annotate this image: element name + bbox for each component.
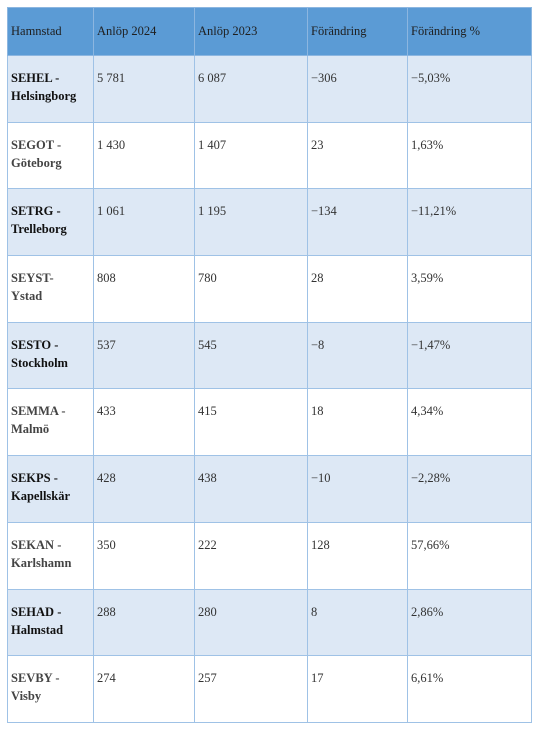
port-code: SESTO - (11, 337, 59, 352)
anlop-2024-cell: 1 430 (93, 121, 195, 190)
port-calls-table: Hamnstad Anlöp 2024 Anlöp 2023 Förändrin… (7, 7, 532, 723)
change-cell: 17 (307, 655, 408, 723)
anlop-2023-cell: 545 (194, 321, 308, 390)
port-code: SEVBY - (11, 671, 60, 686)
anlop-2023-cell: 415 (194, 388, 308, 457)
table-row: SEMMA - Malmö 433 415 18 4,34% (7, 388, 532, 457)
port-code: SEKPS - (11, 471, 58, 486)
anlop-2023-cell: 1 195 (194, 188, 308, 257)
port-cell: SEVBY - Visby (7, 655, 94, 723)
change-cell: 28 (307, 255, 408, 323)
change-cell: −8 (307, 321, 408, 390)
anlop-2024-cell: 5 781 (93, 55, 195, 123)
anlop-2024-cell: 808 (93, 255, 195, 323)
table-row: SEVBY - Visby 274 257 17 6,61% (7, 655, 532, 723)
port-cell: SEMMA - Malmö (7, 388, 94, 457)
anlop-2023-cell: 6 087 (194, 55, 308, 123)
header-anlop-2024: Anlöp 2024 (93, 7, 195, 56)
port-cell: SEHAD - Halmstad (7, 588, 94, 657)
port-cell: SEKAN - Karlshamn (7, 521, 94, 590)
anlop-2023-cell: 1 407 (194, 121, 308, 190)
table-row: SEKAN - Karlshamn 350 222 128 57,66% (7, 521, 532, 590)
header-forandring: Förändring (307, 7, 408, 56)
port-code: SETRG - (11, 204, 61, 219)
port-cell: SEGOT - Göteborg (7, 121, 94, 190)
port-code: SEMMA - (11, 404, 66, 419)
table-row: SEHAD - Halmstad 288 280 8 2,86% (7, 588, 532, 657)
change-cell: 8 (307, 588, 408, 657)
anlop-2024-cell: 274 (93, 655, 195, 723)
table-row: SETRG - Trelleborg 1 061 1 195 −134 −11,21% (7, 188, 532, 257)
port-city: Kapellskär (11, 489, 71, 504)
table-row: SEHEL - Helsingborg 5 781 6 087 −306 −5,03% (7, 55, 532, 123)
port-calls-table-container: Hamnstad Anlöp 2024 Anlöp 2023 Förändrin… (7, 7, 532, 723)
change-pct-cell: −5,03% (407, 55, 532, 123)
port-city: Stockholm (11, 355, 68, 370)
anlop-2023-cell: 438 (194, 455, 308, 523)
change-pct-cell: 3,59% (407, 255, 532, 323)
change-cell: 128 (307, 521, 408, 590)
anlop-2024-cell: 288 (93, 588, 195, 657)
header-hamnstad: Hamnstad (7, 7, 94, 56)
header-forandring-pct: Förändring % (407, 7, 532, 56)
table-row: SEYST- Ystad 808 780 28 3,59% (7, 255, 532, 323)
port-city: Helsingborg (11, 89, 77, 103)
port-city: Ystad (11, 289, 43, 304)
port-code: SEHEL - (11, 71, 60, 85)
change-cell: −306 (307, 55, 408, 123)
anlop-2024-cell: 537 (93, 321, 195, 390)
table-row: SESTO - Stockholm 537 545 −8 −1,47% (7, 321, 532, 390)
anlop-2023-cell: 257 (194, 655, 308, 723)
change-pct-cell: −2,28% (407, 455, 532, 523)
table-body: SEHEL - Helsingborg 5 781 6 087 −306 −5,03% SE… (7, 55, 532, 723)
table-row: SEGOT - Göteborg 1 430 1 407 23 1,63% (7, 121, 532, 190)
port-city: Malmö (11, 422, 50, 437)
anlop-2024-cell: 433 (93, 388, 195, 457)
port-city: Trelleborg (11, 222, 67, 237)
change-cell: −10 (307, 455, 408, 523)
change-pct-cell: −1,47% (407, 321, 532, 390)
change-pct-cell: −11,21% (407, 188, 532, 257)
header-anlop-2023: Anlöp 2023 (194, 7, 308, 56)
change-pct-cell: 6,61% (407, 655, 532, 723)
port-code: SEKAN - (11, 537, 62, 552)
port-cell: SEKPS - Kapellskär (7, 455, 94, 523)
change-pct-cell: 4,34% (407, 388, 532, 457)
anlop-2023-cell: 222 (194, 521, 308, 590)
change-pct-cell: 2,86% (407, 588, 532, 657)
change-pct-cell: 1,63% (407, 121, 532, 190)
port-cell: SESTO - Stockholm (7, 321, 94, 390)
anlop-2023-cell: 780 (194, 255, 308, 323)
port-cell: SETRG - Trelleborg (7, 188, 94, 257)
port-cell: SEYST- Ystad (7, 255, 94, 323)
port-city: Göteborg (11, 155, 62, 170)
port-city: Visby (11, 689, 42, 704)
change-cell: 23 (307, 121, 408, 190)
table-row: SEKPS - Kapellskär 428 438 −10 −2,28% (7, 455, 532, 523)
port-code: SEHAD - (11, 604, 62, 619)
anlop-2024-cell: 1 061 (93, 188, 195, 257)
port-code: SEGOT - (11, 137, 62, 152)
table-header: Hamnstad Anlöp 2024 Anlöp 2023 Förändrin… (7, 7, 532, 56)
header-row: Hamnstad Anlöp 2024 Anlöp 2023 Förändrin… (7, 7, 532, 56)
anlop-2024-cell: 350 (93, 521, 195, 590)
port-city: Halmstad (11, 622, 64, 637)
change-pct-cell: 57,66% (407, 521, 532, 590)
port-code: SEYST- (11, 271, 54, 286)
change-cell: −134 (307, 188, 408, 257)
port-city: Karlshamn (11, 555, 72, 570)
port-cell: SEHEL - Helsingborg (7, 55, 94, 123)
anlop-2024-cell: 428 (93, 455, 195, 523)
change-cell: 18 (307, 388, 408, 457)
anlop-2023-cell: 280 (194, 588, 308, 657)
